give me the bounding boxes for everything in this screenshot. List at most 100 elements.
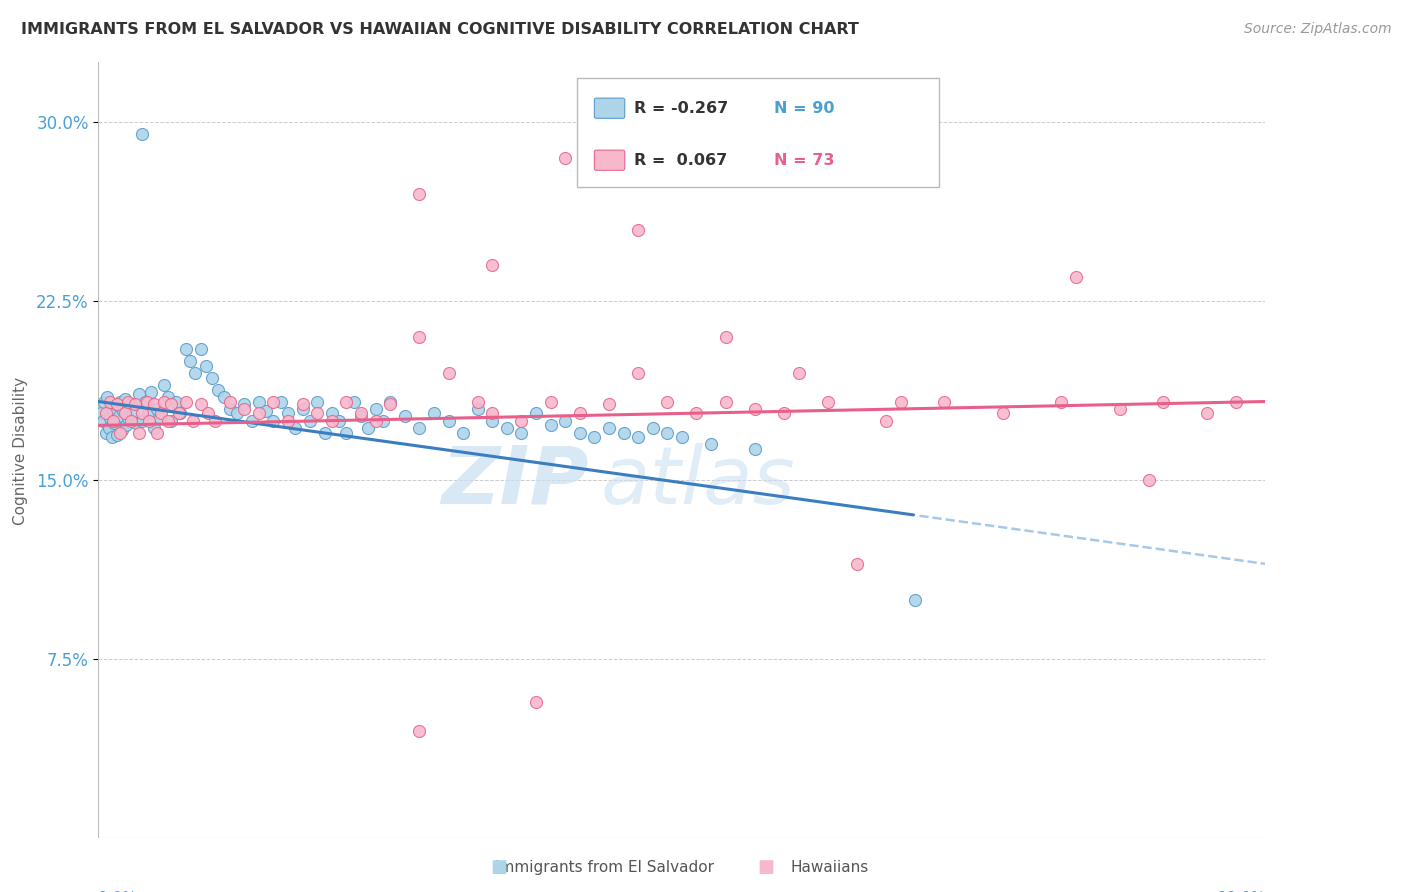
Point — [568, 407, 591, 421]
Point — [773, 407, 796, 421]
Point — [817, 394, 839, 409]
Point — [262, 394, 284, 409]
Point — [135, 394, 157, 409]
Point — [291, 397, 314, 411]
FancyBboxPatch shape — [595, 98, 624, 119]
Point — [254, 404, 277, 418]
Point — [149, 411, 172, 425]
Point — [142, 397, 165, 411]
Point — [98, 394, 121, 409]
Point — [714, 330, 737, 344]
Point — [284, 421, 307, 435]
Point — [153, 394, 176, 409]
Point — [179, 354, 201, 368]
Point — [157, 390, 180, 404]
Text: ZIP: ZIP — [441, 442, 589, 521]
Point — [150, 407, 173, 421]
Point — [890, 394, 912, 409]
FancyBboxPatch shape — [576, 78, 939, 186]
Point — [233, 397, 256, 411]
Point — [1195, 407, 1218, 421]
Point — [117, 394, 139, 409]
Text: IMMIGRANTS FROM EL SALVADOR VS HAWAIIAN COGNITIVE DISABILITY CORRELATION CHART: IMMIGRANTS FROM EL SALVADOR VS HAWAIIAN … — [21, 22, 859, 37]
Point — [1152, 394, 1174, 409]
Point — [212, 390, 235, 404]
Point — [181, 414, 204, 428]
Point — [524, 695, 547, 709]
Point — [846, 557, 869, 571]
Point — [169, 407, 191, 421]
Point — [357, 421, 380, 435]
Point — [1050, 394, 1073, 409]
Point — [598, 397, 620, 411]
Point — [583, 430, 606, 444]
Point — [598, 421, 620, 435]
Text: Source: ZipAtlas.com: Source: ZipAtlas.com — [1244, 22, 1392, 37]
Point — [167, 407, 190, 421]
Point — [105, 397, 128, 411]
Point — [100, 430, 122, 444]
Point — [91, 414, 114, 428]
Text: 80.0%: 80.0% — [1218, 891, 1265, 892]
Point — [380, 394, 402, 409]
Text: R =  0.067: R = 0.067 — [634, 153, 727, 168]
Point — [481, 407, 503, 421]
Point — [437, 366, 460, 380]
Point — [1225, 394, 1247, 409]
Point — [97, 421, 120, 435]
Point — [195, 359, 218, 373]
Point — [160, 414, 183, 428]
Point — [146, 401, 169, 416]
Point — [657, 394, 679, 409]
Point — [262, 414, 284, 428]
Text: R = -0.267: R = -0.267 — [634, 101, 728, 116]
Point — [554, 414, 576, 428]
Point — [218, 401, 240, 416]
Point — [496, 421, 519, 435]
Point — [291, 401, 314, 416]
Point — [98, 411, 121, 425]
Point — [165, 394, 187, 409]
Point — [991, 407, 1014, 421]
Point — [94, 425, 117, 440]
Point — [481, 259, 503, 273]
Point — [174, 342, 197, 356]
Point — [153, 377, 176, 392]
Point — [437, 414, 460, 428]
Text: 0.0%: 0.0% — [98, 891, 138, 892]
Point — [105, 428, 128, 442]
Point — [612, 425, 634, 440]
Point — [142, 421, 165, 435]
Text: ■: ■ — [758, 858, 775, 876]
Point — [904, 592, 927, 607]
Point — [524, 407, 547, 421]
Point — [226, 407, 249, 421]
Point — [111, 423, 134, 437]
Point — [1108, 401, 1130, 416]
Text: atlas: atlas — [600, 442, 794, 521]
Point — [307, 394, 329, 409]
Point — [120, 397, 142, 411]
Point — [875, 414, 897, 428]
Point — [146, 425, 169, 440]
Point — [110, 394, 132, 409]
Point — [128, 425, 150, 440]
Point — [124, 397, 146, 411]
Point — [90, 407, 112, 421]
Point — [394, 409, 416, 423]
Point — [364, 401, 387, 416]
Point — [321, 407, 343, 421]
Point — [94, 407, 117, 421]
Point — [125, 416, 148, 430]
Point — [510, 414, 533, 428]
Point — [335, 394, 357, 409]
Point — [247, 394, 270, 409]
Text: N = 90: N = 90 — [775, 101, 835, 116]
Point — [112, 404, 135, 418]
Point — [350, 407, 373, 421]
Point — [307, 407, 329, 421]
Point — [467, 401, 489, 416]
Point — [298, 414, 321, 428]
Point — [423, 407, 446, 421]
Point — [247, 407, 270, 421]
